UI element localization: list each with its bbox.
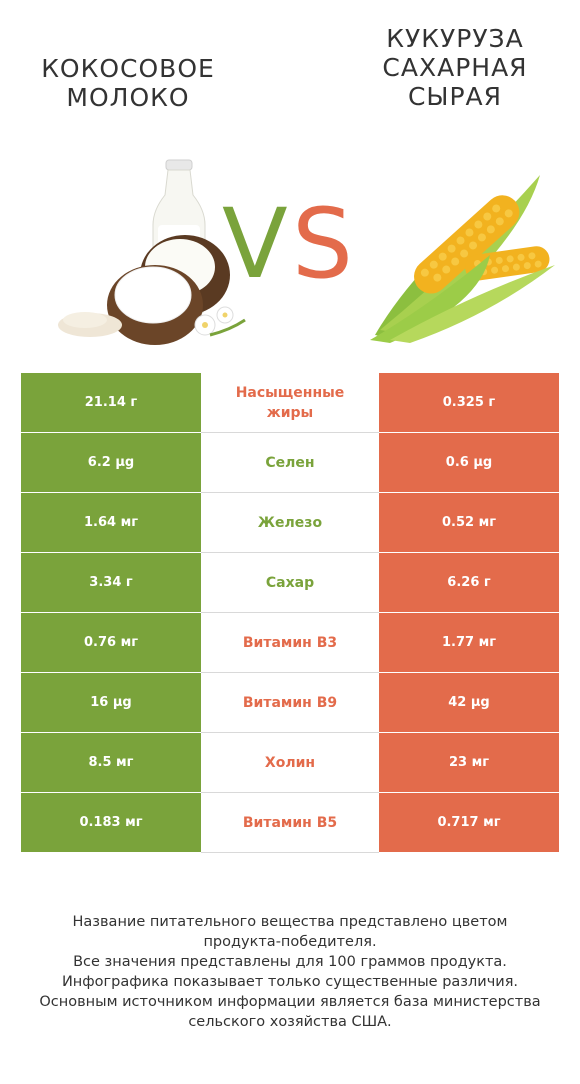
right-value: 0.717 мг [379,793,559,852]
right-value: 23 мг [379,733,559,792]
table-row: 3.34 г Сахар 6.26 г [21,553,559,613]
row-divider [201,612,379,613]
left-value: 1.64 мг [21,493,201,552]
right-value: 1.77 мг [379,613,559,672]
table-row: 0.76 мг Витамин B3 1.77 мг [21,613,559,673]
right-value: 0.6 µg [379,433,559,492]
nutrient-label: Сахар [201,553,379,612]
footer-line: сельского хозяйства США. [188,1014,392,1030]
nutrient-label: Витамин B3 [201,613,379,672]
table-row: 16 µg Витамин B9 42 µg [21,673,559,733]
left-value: 0.183 мг [21,793,201,852]
row-divider [201,552,379,553]
right-value: 0.52 мг [379,493,559,552]
right-product-title: КУКУРУЗА САХАРНАЯ СЫРАЯ [382,24,528,111]
left-value: 0.76 мг [21,613,201,672]
footer-line: Все значения представлены для 100 граммо… [73,954,507,970]
right-value: 6.26 г [379,553,559,612]
footer-notes: Название питательного вещества представл… [0,912,580,1032]
table-row: 8.5 мг Холин 23 мг [21,733,559,793]
right-value: 42 µg [379,673,559,732]
table-row: 1.64 мг Железо 0.52 мг [21,493,559,553]
left-value: 8.5 мг [21,733,201,792]
row-divider [201,852,379,853]
footer-line: Основным источником информации является … [39,994,541,1010]
row-divider [201,792,379,793]
footer-line: продукта-победителя. [203,934,377,950]
left-value: 6.2 µg [21,433,201,492]
row-divider [201,672,379,673]
comparison-table: 21.14 г Насыщенные жиры 0.325 г 6.2 µg Селен… [21,373,559,853]
corn-image [370,175,555,343]
coconut-milk-image [58,159,246,345]
nutrient-label: Витамин B9 [201,673,379,732]
nutrient-label: Холин [201,733,379,792]
table-row: 21.14 г Насыщенные жиры 0.325 г [21,373,559,433]
footer-line: Название питательного вещества представл… [72,914,508,930]
nutrient-label: Насыщенные жиры [201,373,379,432]
nutrient-label: Селен [201,433,379,492]
nutrient-label: Железо [201,493,379,552]
vs-letter-v: V [222,188,288,300]
vs-letter-s: S [292,188,353,300]
left-value: 16 µg [21,673,201,732]
left-value: 21.14 г [21,373,201,432]
left-product-title: КОКОСОВОЕ МОЛОКО [41,54,215,112]
nutrient-label: Витамин B5 [201,793,379,852]
row-divider [201,432,379,433]
footer-line: Инфографика показывает только существенн… [61,974,519,990]
row-divider [201,732,379,733]
table-row: 6.2 µg Селен 0.6 µg [21,433,559,493]
table-row: 0.183 мг Витамин B5 0.717 мг [21,793,559,853]
right-value: 0.325 г [379,373,559,432]
row-divider [201,492,379,493]
left-value: 3.34 г [21,553,201,612]
